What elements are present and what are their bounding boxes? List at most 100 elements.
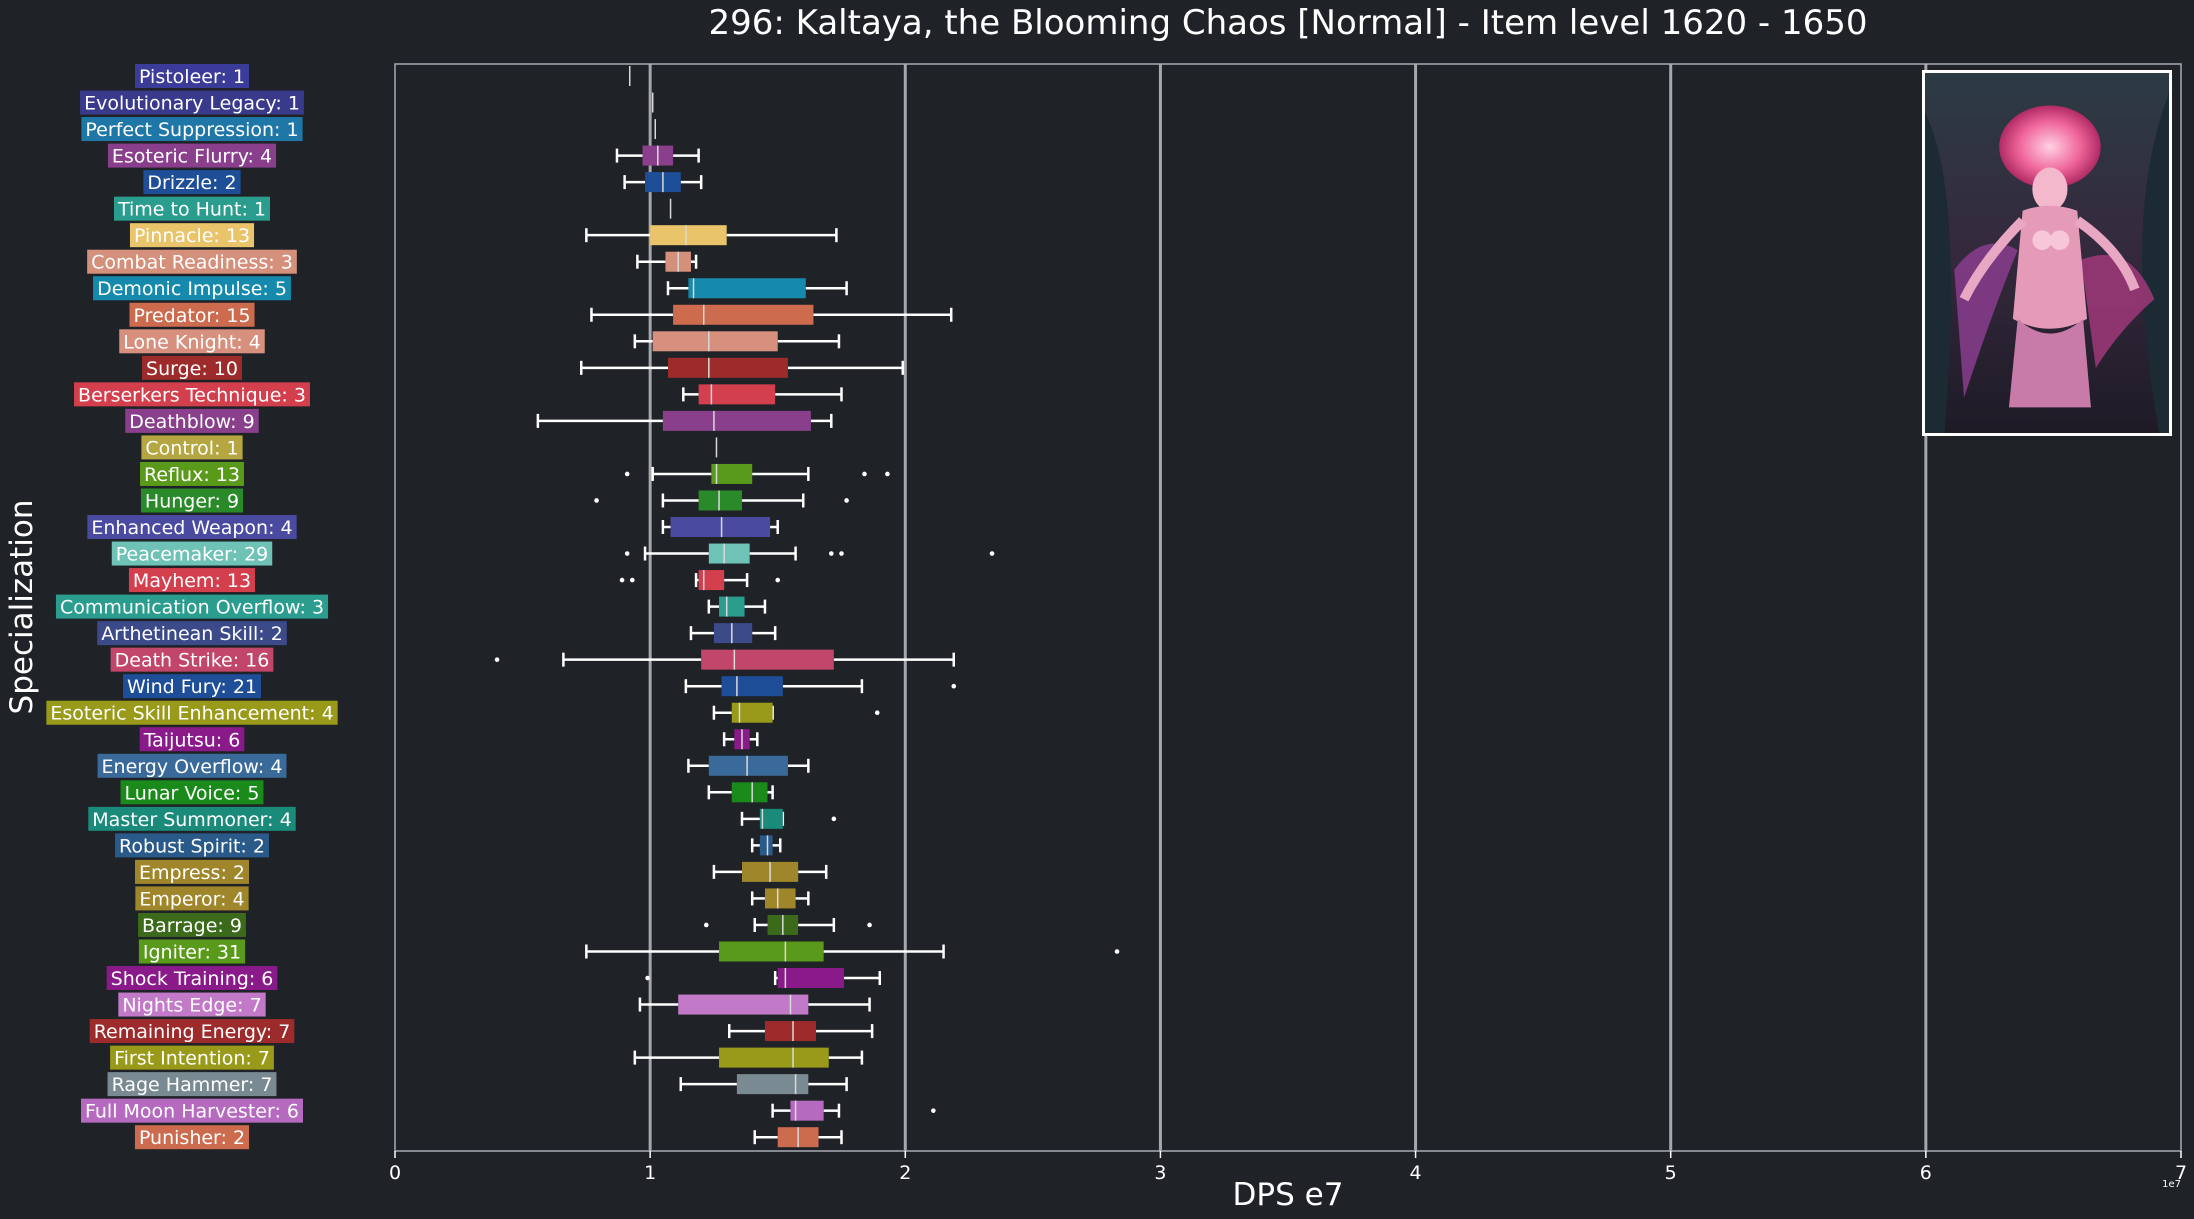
y-label-background (134, 1125, 250, 1150)
box-iqr (719, 941, 824, 962)
boxplot-series (494, 66, 1120, 1148)
y-tick-label: First Intention: 7 (114, 1048, 270, 1070)
x-tick-label: 5 (1665, 1162, 1677, 1184)
box-iqr (698, 490, 742, 511)
box-iqr (652, 331, 778, 352)
y-label-background (122, 674, 262, 699)
box-22 (494, 649, 956, 670)
outlier-point (831, 816, 837, 822)
box-iqr (764, 888, 796, 909)
box-27 (707, 782, 774, 803)
y-tick-label: Reflux: 13 (144, 464, 240, 486)
box-9 (590, 304, 953, 325)
y-label-background (107, 143, 277, 168)
y-label-background (120, 780, 264, 805)
box-23 (684, 676, 957, 697)
y-tick-label: Emperor: 4 (139, 888, 244, 910)
y-label-2: Perfect Suppression: 1 (81, 117, 303, 142)
x-axis-label: DPS e7 (1233, 1177, 1344, 1213)
y-label-background (140, 461, 244, 486)
box-17 (661, 517, 779, 538)
outlier-point (989, 551, 995, 556)
y-label-background (87, 249, 297, 274)
box-40 (753, 1127, 843, 1148)
outlier-point (844, 498, 849, 503)
y-label-33: Igniter: 31 (138, 939, 246, 964)
box-iqr (777, 968, 845, 989)
box-iqr (708, 755, 788, 776)
y-tick-label: Remaining Energy: 7 (94, 1021, 291, 1043)
box-31 (750, 888, 810, 909)
y-label-background (46, 700, 338, 725)
y-label-28: Master Summoner: 4 (88, 806, 296, 831)
box-15 (624, 463, 890, 484)
y-label-background (81, 1098, 303, 1123)
box-38 (679, 1074, 848, 1095)
box-iqr (688, 278, 806, 299)
box-iqr (650, 225, 727, 246)
box-8 (666, 278, 848, 299)
box-iqr (670, 517, 771, 538)
y-tick-label: Peacemaker: 29 (116, 544, 269, 566)
y-label-17: Enhanced Weapon: 4 (87, 515, 297, 540)
y-tick-label: Berserkers Technique: 3 (78, 384, 306, 406)
y-label-23: Wind Fury: 21 (122, 674, 262, 699)
y-label-background (106, 966, 278, 991)
plot-area-frame (394, 63, 2182, 1152)
y-tick-label: Death Strike: 16 (115, 650, 270, 672)
y-tick-label: Demonic Impulse: 5 (97, 278, 287, 300)
box-26 (687, 755, 810, 776)
box-7 (636, 251, 698, 272)
y-tick-label: Energy Overflow: 4 (102, 756, 283, 778)
y-label-19: Mayhem: 13 (128, 568, 256, 593)
y-label-background (135, 64, 249, 88)
y-label-31: Emperor: 4 (135, 886, 249, 911)
box-34 (645, 968, 882, 989)
box-iqr (711, 463, 753, 484)
boss-portrait (1922, 70, 2172, 436)
box-iqr (719, 1047, 829, 1068)
y-label-40: Punisher: 2 (134, 1125, 250, 1150)
y-tick-label: Wind Fury: 21 (127, 676, 257, 698)
box-3 (615, 145, 700, 166)
box-iqr (698, 570, 725, 591)
outlier-point (494, 657, 500, 662)
y-label-39: Full Moon Harvester: 6 (81, 1098, 303, 1123)
y-label-26: Energy Overflow: 4 (97, 753, 287, 778)
y-label-13: Deathblow: 9 (125, 408, 259, 433)
y-tick-label: Esoteric Skill Enhancement: 4 (50, 703, 333, 725)
box-11 (580, 357, 904, 378)
y-label-background (89, 1019, 295, 1044)
y-label-6: Pinnacle: 13 (129, 223, 255, 248)
y-tick-label: Lone Knight: 4 (123, 331, 261, 353)
y-label-background (139, 727, 245, 752)
y-label-11: Surge: 10 (142, 355, 242, 380)
y-tick-label: Master Summoner: 4 (92, 809, 291, 831)
box-36 (727, 1021, 874, 1042)
box-18 (624, 543, 995, 564)
y-label-14: Control: 1 (141, 435, 243, 460)
outlier-point (951, 683, 957, 689)
box-19 (619, 570, 781, 591)
y-label-background (81, 117, 303, 142)
box-37 (633, 1047, 864, 1068)
y-label-background (142, 355, 242, 380)
box-28 (740, 808, 837, 829)
y-tick-label: Arthetinean Skill: 2 (101, 623, 283, 645)
y-label-9: Predator: 15 (129, 302, 255, 327)
y-label-background (107, 1072, 277, 1097)
y-tick-labels: Pistoleer: 1 Evolutionary Legacy: 1 Perfec… (46, 64, 338, 1150)
x-offset-label: 1e7 (2162, 1179, 2181, 1190)
y-tick-label: Nights Edge: 7 (122, 995, 261, 1017)
box-iqr (701, 649, 834, 670)
outlier-point (1114, 949, 1120, 954)
y-label-background (93, 276, 291, 301)
y-label-background (128, 568, 256, 593)
outlier-point (874, 710, 880, 716)
x-tick-label: 2 (899, 1162, 911, 1184)
box-iqr (731, 782, 768, 803)
y-label-4: Drizzle: 2 (143, 170, 241, 195)
box-29 (750, 835, 782, 856)
y-label-background (74, 382, 310, 407)
